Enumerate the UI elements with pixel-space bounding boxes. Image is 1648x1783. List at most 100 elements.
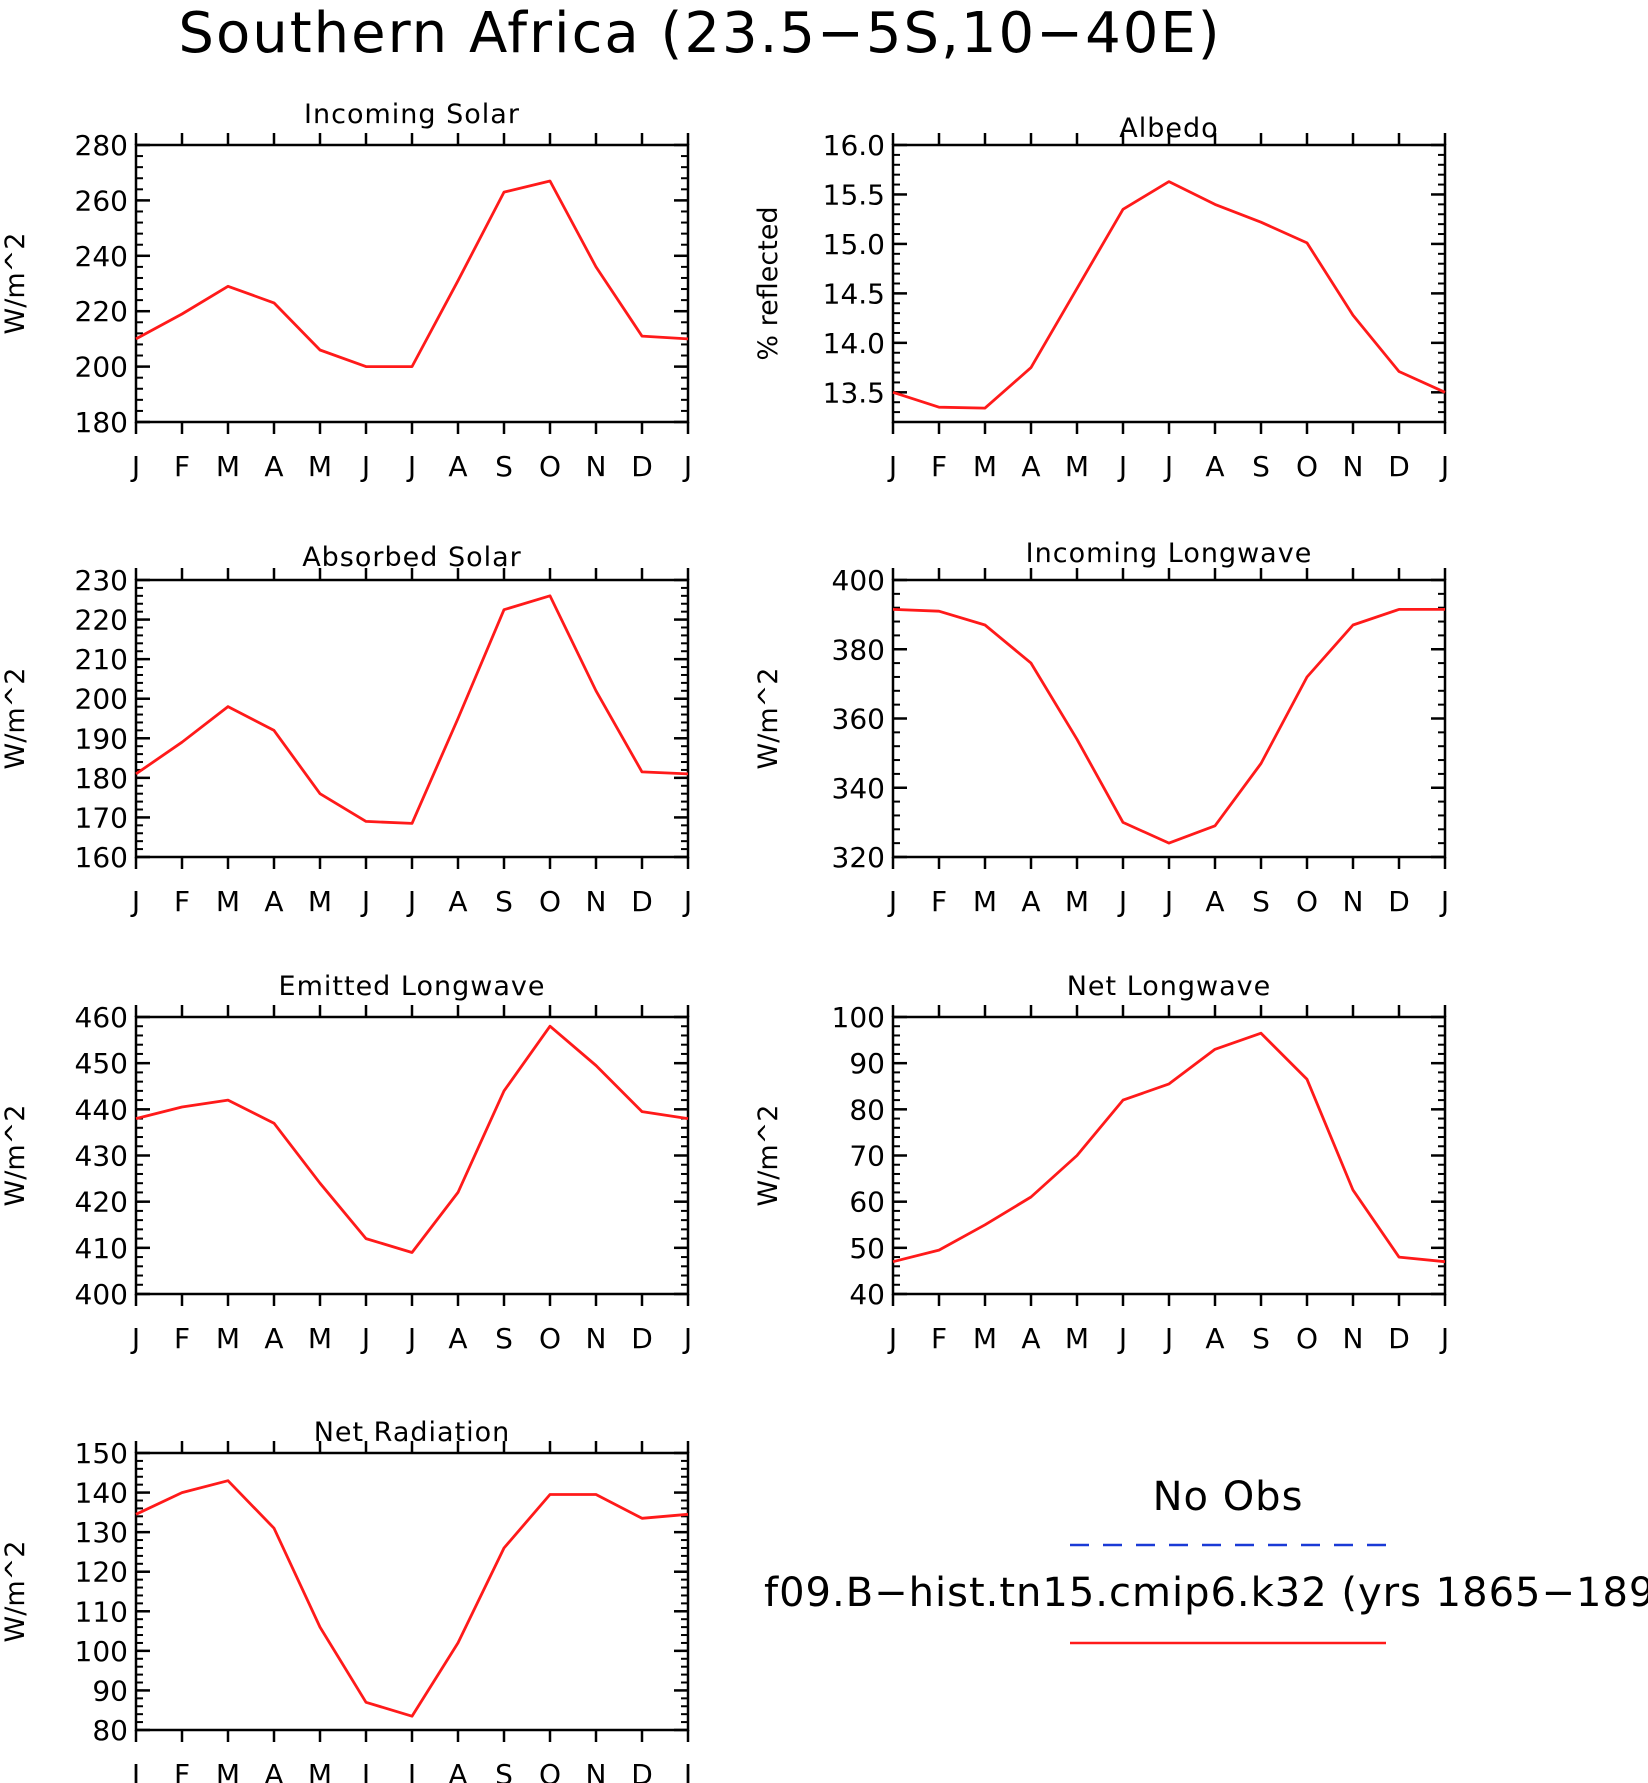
x-tick-label: M	[216, 1322, 240, 1355]
x-tick-label: J	[1439, 450, 1449, 483]
chart-panel: Absorbed Solar W/m^2 160 170 180 190 200 210 220…	[0, 542, 692, 918]
x-tick-label: J	[1439, 1322, 1449, 1355]
x-tick-label: M	[1065, 1322, 1089, 1355]
x-tick-label: O	[539, 1322, 561, 1355]
x-tick-label: A	[1205, 1322, 1224, 1355]
x-tick-label: A	[264, 450, 283, 483]
y-tick-label: 180	[75, 762, 128, 795]
x-tick-label: M	[973, 450, 997, 483]
y-axis-label: W/m^2	[753, 1105, 784, 1207]
x-tick-label: F	[174, 1758, 190, 1783]
x-tick-label: D	[631, 450, 653, 483]
x-tick-label: J	[1163, 885, 1173, 918]
x-tick-label: J	[360, 1322, 370, 1355]
y-axis-label: W/m^2	[0, 1105, 31, 1207]
x-tick-label: J	[1163, 1322, 1173, 1355]
y-tick-label: 320	[832, 841, 885, 874]
panel-title: Emitted Longwave	[279, 971, 546, 1002]
y-tick-label: 50	[849, 1232, 885, 1265]
x-tick-label: J	[406, 1322, 416, 1355]
x-tick-label: A	[1021, 885, 1040, 918]
chart-panel: Albedo% reflected13.514.014.515.015.516.…	[753, 113, 1449, 483]
x-tick-label: S	[495, 450, 513, 483]
x-tick-label: A	[1205, 885, 1224, 918]
x-tick-label: D	[1388, 450, 1410, 483]
y-tick-label: 340	[832, 772, 885, 805]
y-tick-label: 100	[832, 1001, 885, 1034]
x-tick-label: J	[130, 885, 140, 918]
plot-frame	[891, 143, 1447, 424]
x-tick-label: S	[495, 1758, 513, 1783]
figure-title: Southern Africa (23.5−5S,10−40E)	[178, 1, 1221, 66]
y-tick-label: 16.0	[823, 129, 885, 162]
x-tick-label: M	[973, 885, 997, 918]
x-tick-label: F	[931, 450, 947, 483]
x-tick-label: M	[973, 1322, 997, 1355]
x-tick-label: J	[887, 1322, 897, 1355]
x-tick-label: J	[1163, 450, 1173, 483]
y-tick-label: 40	[849, 1278, 885, 1311]
x-tick-label: D	[631, 885, 653, 918]
y-tick-label: 15.0	[823, 228, 885, 261]
x-tick-label: F	[931, 885, 947, 918]
y-tick-label: 90	[849, 1047, 885, 1080]
y-axis-label: W/m^2	[0, 1541, 31, 1643]
model-series-line	[135, 594, 689, 825]
x-tick-label: D	[1388, 885, 1410, 918]
x-tick-label: O	[1296, 450, 1318, 483]
x-tick-label: S	[495, 885, 513, 918]
y-tick-label: 120	[75, 1556, 128, 1589]
chart-panel: Emitted Longwave W/m^2 400 410 420 430 440 450 4…	[0, 971, 692, 1355]
x-tick-label: J	[1117, 450, 1127, 483]
x-tick-label: O	[1296, 885, 1318, 918]
y-tick-label: 14.5	[823, 277, 885, 310]
y-tick-label: 420	[75, 1186, 128, 1219]
legend-obs-label: No Obs	[1153, 1474, 1304, 1520]
y-tick-label: 450	[75, 1047, 128, 1080]
x-tick-label: M	[308, 1758, 332, 1783]
x-tick-label: O	[539, 885, 561, 918]
x-tick-label: D	[1388, 1322, 1410, 1355]
x-tick-label: M	[216, 1758, 240, 1783]
model-series-line	[892, 1031, 1446, 1264]
y-tick-label: 60	[849, 1186, 885, 1219]
y-tick-label: 200	[75, 351, 128, 384]
x-tick-label: D	[631, 1322, 653, 1355]
y-tick-label: 15.5	[823, 178, 885, 211]
x-tick-label: J	[682, 450, 692, 483]
x-tick-label: J	[406, 450, 416, 483]
x-tick-label: J	[130, 450, 140, 483]
x-tick-label: N	[586, 885, 607, 918]
x-tick-label: M	[1065, 885, 1089, 918]
y-tick-label: 13.5	[823, 376, 885, 409]
y-tick-label: 360	[832, 703, 885, 736]
y-tick-label: 220	[75, 604, 128, 637]
y-tick-label: 140	[75, 1477, 128, 1510]
x-tick-label: J	[406, 1758, 416, 1783]
x-tick-label: O	[539, 450, 561, 483]
x-tick-label: O	[1296, 1322, 1318, 1355]
x-tick-label: A	[1021, 450, 1040, 483]
model-series-line	[135, 179, 689, 369]
plot-frame	[134, 143, 690, 424]
panel-title: Incoming Longwave	[1026, 538, 1313, 569]
x-tick-label: A	[264, 1322, 283, 1355]
model-series-line	[892, 180, 1446, 410]
x-tick-label: A	[448, 1758, 467, 1783]
x-tick-label: F	[174, 885, 190, 918]
y-tick-label: 130	[75, 1516, 128, 1549]
y-tick-label: 280	[75, 129, 128, 162]
x-tick-label: N	[1343, 1322, 1364, 1355]
x-tick-label: A	[264, 885, 283, 918]
x-tick-label: F	[174, 450, 190, 483]
x-tick-label: A	[1205, 450, 1224, 483]
legend-model-label: f09.B−hist.tn15.cmip6.k32 (yrs 1865−189	[764, 1570, 1648, 1616]
x-tick-label: N	[586, 1758, 607, 1783]
y-tick-label: 70	[849, 1140, 885, 1173]
y-tick-label: 200	[75, 683, 128, 716]
x-tick-label: J	[887, 450, 897, 483]
